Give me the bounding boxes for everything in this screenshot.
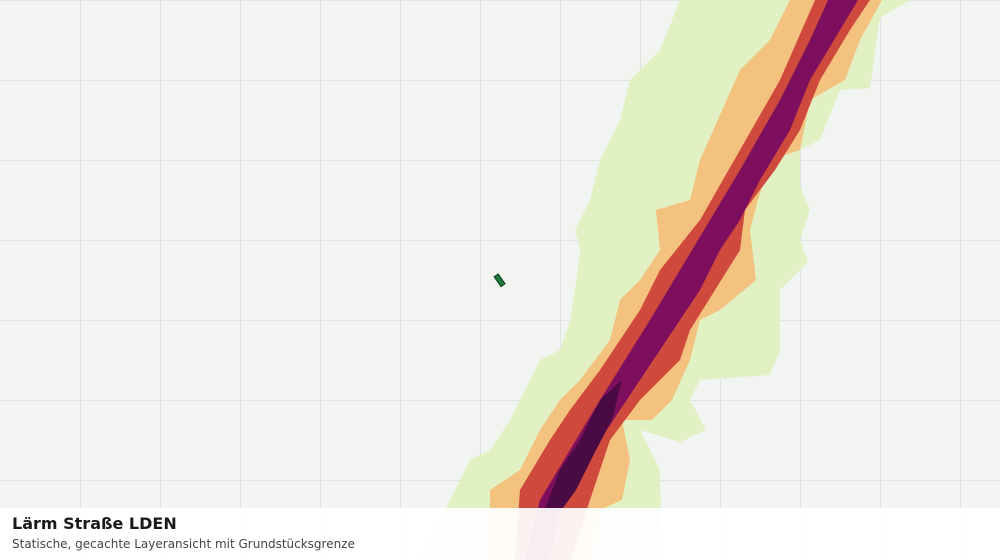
- caption-panel: Lärm Straße LDEN Statische, gecachte Lay…: [0, 508, 1000, 560]
- layer-title: Lärm Straße LDEN: [12, 514, 177, 533]
- layer-subtitle: Statische, gecachte Layeransicht mit Gru…: [12, 537, 355, 551]
- noise-band-extreme: [544, 380, 622, 512]
- parcel-boundary: [493, 273, 506, 288]
